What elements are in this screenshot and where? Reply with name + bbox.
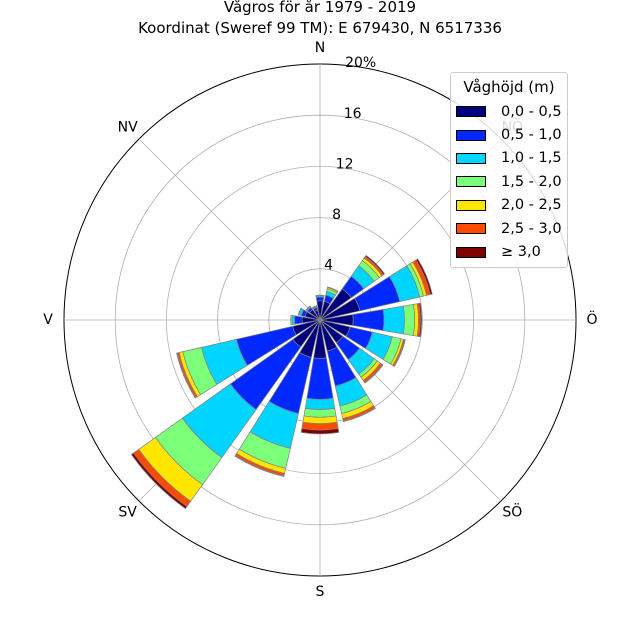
- legend-item: 0,5 - 1,0: [451, 123, 567, 146]
- radial-tick-label: 12: [336, 156, 354, 172]
- legend-swatch: [456, 129, 486, 141]
- rose-bar-segment: [234, 455, 285, 477]
- radial-tick-label: 4: [324, 257, 333, 273]
- direction-label: S: [316, 584, 325, 600]
- rose-bar-segment: [364, 254, 386, 276]
- legend-label: 2,0 - 2,5: [501, 197, 562, 214]
- rose-bar-segment: [176, 352, 197, 399]
- direction-label: SÖ: [502, 502, 522, 520]
- legend-swatch: [456, 176, 486, 188]
- rose-bar-segment: [342, 407, 376, 423]
- legend-label: 0,5 - 1,0: [501, 127, 562, 144]
- rose-bar-segment: [290, 314, 293, 326]
- legend-item: 2,0 - 2,5: [451, 194, 567, 217]
- rose-bar-segment: [327, 286, 339, 293]
- rose-bar-segment: [294, 315, 303, 325]
- legend-item: ≥ 3,0: [451, 240, 567, 263]
- legend-item: 0,0 - 0,5: [451, 100, 567, 123]
- legend-label: 1,5 - 2,0: [501, 173, 562, 190]
- rose-bar-segment: [303, 407, 337, 418]
- direction-label: SV: [118, 504, 137, 520]
- grid-spoke: [138, 138, 321, 321]
- legend-swatch: [456, 152, 486, 164]
- rose-bars: [130, 254, 433, 510]
- legend-swatch: [456, 223, 486, 235]
- direction-label: V: [43, 312, 53, 328]
- rose-bar-segment: [300, 428, 340, 435]
- rose-bar-segment: [364, 364, 384, 384]
- chart-subtitle: Koordinat (Sweref 99 TM): E 679430, N 65…: [138, 19, 502, 37]
- radial-tick-label: 20%: [345, 55, 376, 71]
- legend-item: 2,5 - 3,0: [451, 217, 567, 240]
- rose-bar-segment: [382, 305, 405, 335]
- rose-bar-segment: [418, 302, 423, 338]
- rose-bar-segment: [393, 339, 406, 367]
- rose-bar-segment: [306, 357, 334, 400]
- rose-bar-segment: [305, 305, 311, 311]
- rose-bar-segment: [304, 397, 336, 410]
- rose-bar-segment: [315, 294, 325, 297]
- legend: Våghöjd (m) 0,0 - 0,5 0,5 - 1,0 1,0 - 1,5 1…: [450, 72, 568, 268]
- legend-title: Våghöjd (m): [463, 78, 555, 96]
- rose-bar-segment: [311, 305, 318, 309]
- rose-bar-segment: [297, 307, 303, 316]
- legend-swatch: [456, 106, 486, 118]
- rose-bar-segment: [130, 452, 188, 510]
- legend-item: 1,5 - 2,0: [451, 170, 567, 193]
- direction-label: NV: [118, 120, 138, 136]
- legend-label: ≥ 3,0: [501, 244, 541, 261]
- rose-bar-segment: [352, 309, 385, 331]
- direction-label: N: [315, 40, 325, 56]
- rose-bar-segment: [302, 415, 338, 424]
- chart-title: Vågros för år 1979 - 2019: [223, 0, 417, 16]
- rose-bar-segment: [402, 303, 416, 337]
- rose-bar-segment: [415, 258, 433, 295]
- legend-swatch: [456, 199, 486, 211]
- direction-label: Ö: [586, 310, 597, 328]
- legend-label: 0,0 - 0,5: [501, 103, 562, 120]
- legend-label: 2,5 - 3,0: [501, 220, 562, 237]
- legend-label: 1,0 - 1,5: [501, 150, 562, 167]
- rose-bar-segment: [315, 296, 325, 302]
- rose-bar-segment: [301, 421, 339, 431]
- legend-item: 1,0 - 1,5: [451, 147, 567, 170]
- radial-tick-label: 16: [344, 106, 362, 122]
- legend-items: 0,0 - 0,5 0,5 - 1,0 1,0 - 1,5 1,5 - 2,0 2,0 …: [451, 100, 567, 264]
- legend-swatch: [456, 246, 486, 258]
- radial-tick-label: 8: [332, 207, 341, 223]
